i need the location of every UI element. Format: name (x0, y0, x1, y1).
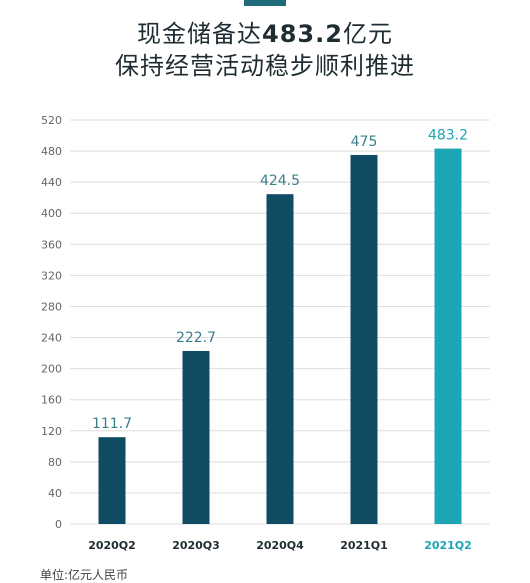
y-tick-label: 0 (55, 518, 62, 531)
y-tick-label: 400 (41, 207, 62, 220)
x-tick-label: 2021Q2 (424, 539, 472, 552)
y-tick-label: 200 (41, 363, 62, 376)
x-tick-label: 2020Q4 (256, 539, 304, 552)
chart-subtitle: 保持经营活动稳步顺利推进 (115, 52, 415, 80)
data-label: 424.5 (260, 173, 300, 189)
bar-2021Q2 (434, 148, 462, 525)
bar-chart: 0 40 80 120 160 200 240 280 320 360 400 440 480 520 11… (41, 114, 490, 552)
bar-2020Q3 (182, 350, 210, 524)
y-tick-label: 40 (48, 487, 62, 500)
y-tick-label: 360 (41, 238, 62, 251)
data-label: 111.7 (92, 416, 132, 432)
y-tick-label: 440 (41, 176, 62, 189)
top-accent-bar (244, 0, 286, 6)
title-emphasis-value: 483.2 (262, 20, 343, 48)
y-tick-label: 320 (41, 269, 62, 282)
y-tick-label: 520 (41, 114, 62, 127)
x-tick-label: 2020Q3 (172, 539, 220, 552)
x-tick-label: 2021Q1 (340, 539, 388, 552)
data-label: 475 (351, 134, 378, 150)
y-tick-label: 240 (41, 332, 62, 345)
title-suffix: 亿元 (342, 20, 393, 48)
x-tick-label: 2020Q2 (88, 539, 136, 552)
bar-2020Q4 (266, 194, 294, 524)
title-prefix: 现金储备达 (137, 20, 263, 48)
y-tick-label: 480 (41, 145, 62, 158)
y-tick-label: 160 (41, 394, 62, 407)
chart-title: 现金储备达483.2亿元 (0, 14, 530, 49)
y-tick-label: 120 (41, 425, 62, 438)
unit-note: 单位:亿元人民币 (40, 568, 129, 582)
data-label: 222.7 (176, 330, 216, 346)
bar-2020Q2 (98, 437, 126, 524)
y-tick-label: 280 (41, 300, 62, 313)
bar-2021Q1 (350, 154, 378, 524)
y-tick-label: 80 (48, 456, 62, 469)
data-label: 483.2 (428, 128, 468, 144)
